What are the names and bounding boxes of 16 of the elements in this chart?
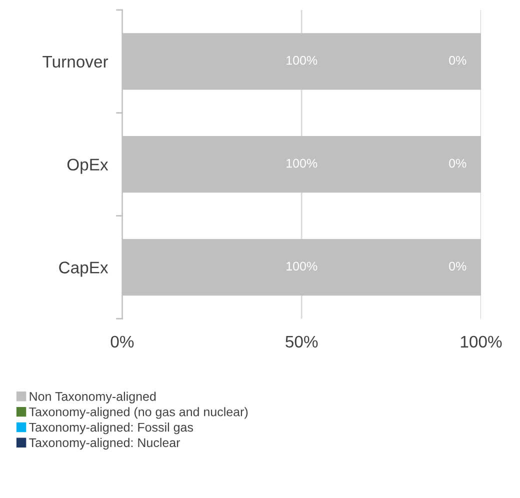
data-label: 100% [286, 56, 318, 65]
y-tick-label: CapEx [59, 262, 108, 277]
legend-label: Taxonomy-aligned (no gas and nuclear) [29, 407, 248, 419]
x-tick-label: 50% [286, 336, 318, 348]
y-tick-label: OpEx [67, 158, 108, 174]
x-tick-label: 0% [110, 336, 134, 348]
data-label: 0% [449, 56, 466, 65]
legend-label: Taxonomy-aligned: Nuclear [29, 438, 180, 450]
legend-label: Non Taxonomy-aligned [30, 392, 156, 404]
legend-label: Taxonomy-aligned: Fossil gas [29, 422, 193, 434]
data-label: 0% [449, 262, 466, 271]
data-label: 0% [449, 158, 466, 168]
y-tick-label: Turnover [42, 56, 108, 68]
data-label: 100% [286, 158, 318, 168]
x-tick-label: 100% [460, 336, 502, 348]
data-label: 100% [286, 262, 318, 271]
